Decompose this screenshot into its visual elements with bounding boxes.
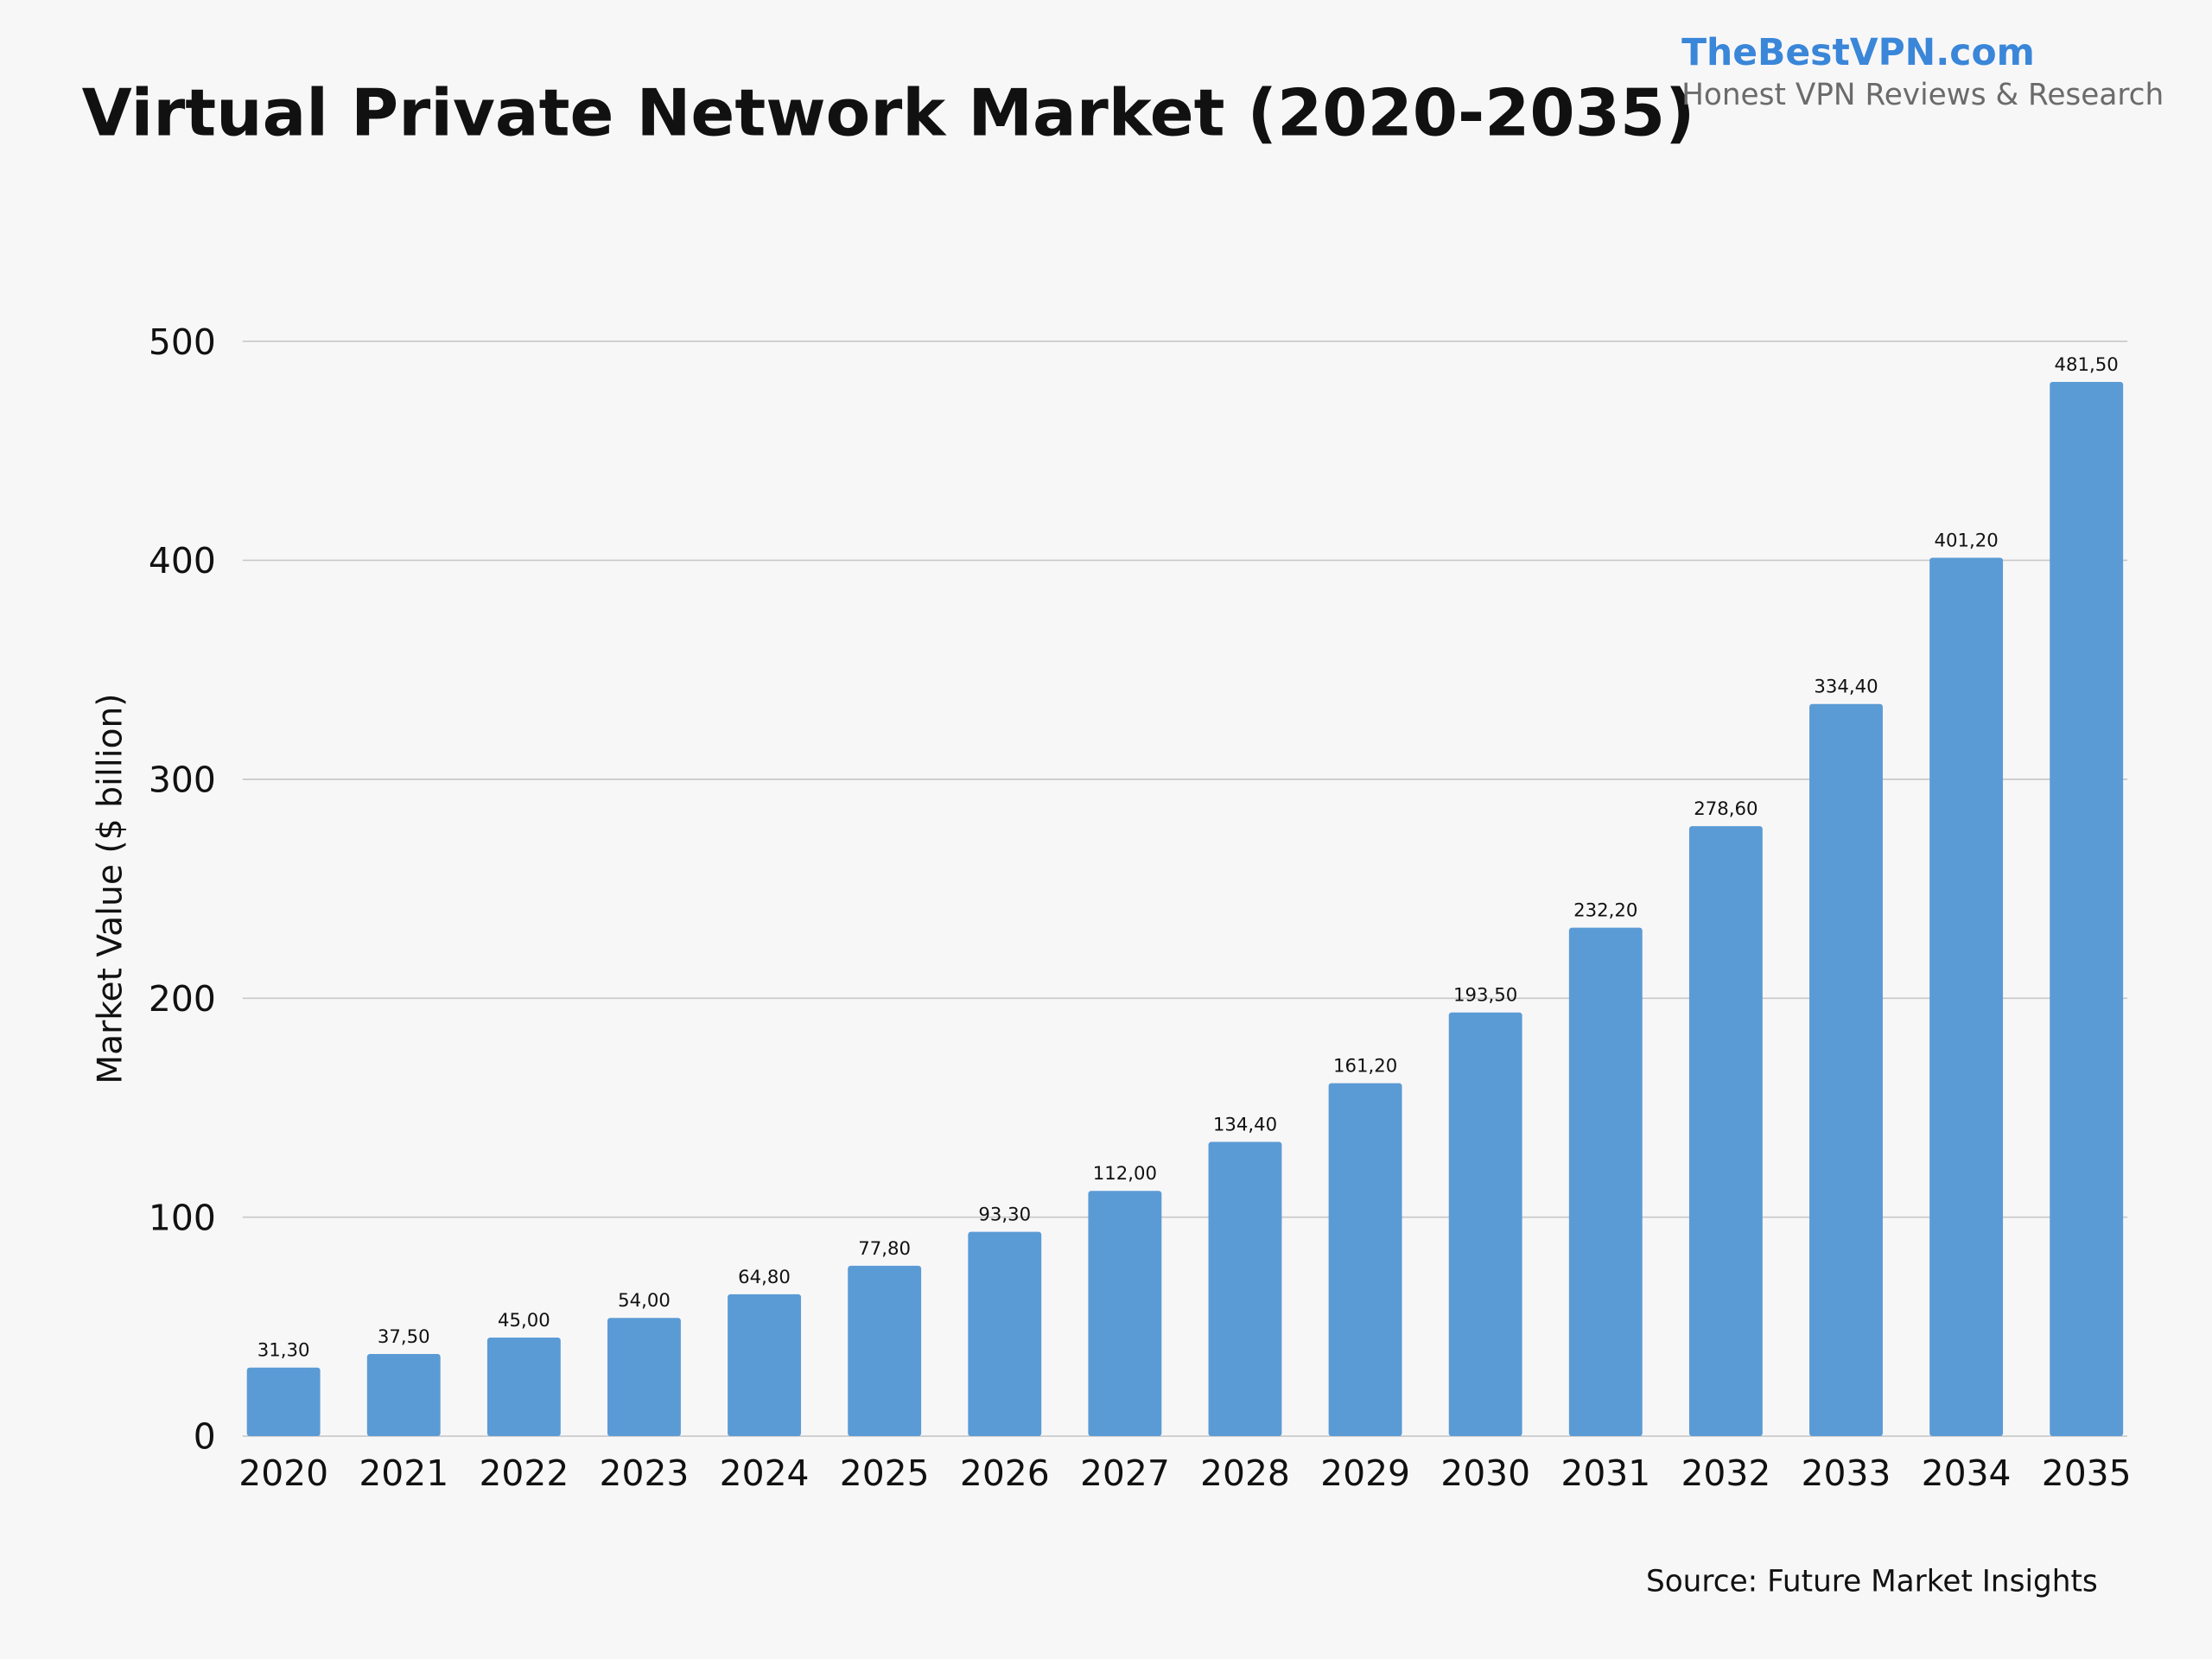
bar [1088, 1191, 1162, 1437]
bar [366, 1354, 441, 1437]
value-label: 401,20 [1934, 530, 1998, 551]
brand-tagline: Honest VPN Reviews & Research [1681, 78, 2164, 112]
y-tick-label: 400 [149, 540, 216, 582]
x-tick-label: 2027 [1080, 1452, 1170, 1494]
value-label: 481,50 [2055, 354, 2119, 376]
y-tick-label: 200 [149, 978, 216, 1020]
x-tick-label: 2031 [1560, 1452, 1650, 1494]
bar [486, 1338, 561, 1437]
bar [1688, 826, 1763, 1437]
x-tick-label: 2023 [600, 1452, 690, 1494]
bar [1328, 1083, 1402, 1437]
value-label: 232,20 [1573, 900, 1637, 922]
y-axis-label: Market Value ($ billion) [91, 693, 130, 1084]
x-tick-label: 2033 [1802, 1452, 1891, 1494]
y-tick-label: 300 [149, 760, 216, 801]
bar [728, 1294, 802, 1437]
x-tick-label: 2030 [1440, 1452, 1530, 1494]
x-tick-label: 2021 [359, 1452, 448, 1494]
x-tick-label: 2034 [1922, 1452, 2012, 1494]
x-tick-label: 2020 [238, 1452, 328, 1494]
value-label: 161,20 [1333, 1056, 1397, 1077]
bar [1208, 1141, 1282, 1437]
bar [1448, 1012, 1522, 1437]
value-label: 64,80 [738, 1267, 791, 1288]
value-label: 77,80 [858, 1238, 911, 1260]
y-tick-label: 100 [149, 1197, 216, 1238]
value-label: 93,30 [978, 1205, 1031, 1226]
bar [1568, 927, 1643, 1437]
bar [848, 1265, 922, 1437]
brand: TheBestVPN.com [1681, 32, 2035, 74]
bar [607, 1318, 681, 1437]
x-tick-label: 2035 [2042, 1452, 2132, 1494]
value-label: 31,30 [257, 1340, 310, 1362]
value-label: 45,00 [498, 1310, 550, 1332]
y-tick-label: 500 [149, 321, 216, 363]
chart-title: Virtual Private Network Market (2020-203… [82, 75, 1695, 151]
bar [1809, 703, 1883, 1437]
x-tick-label: 2032 [1681, 1452, 1770, 1494]
source: Source: Future Market Insights [1646, 1565, 2098, 1599]
value-label: 54,00 [618, 1290, 671, 1312]
value-label: 112,00 [1093, 1163, 1157, 1185]
value-label: 334,40 [1814, 677, 1878, 698]
x-tick-label: 2022 [479, 1452, 569, 1494]
value-label: 278,60 [1694, 798, 1758, 820]
bar [246, 1367, 321, 1437]
bar [1929, 557, 2004, 1437]
x-tick-label: 2025 [840, 1452, 930, 1494]
x-tick-label: 2026 [960, 1452, 1050, 1494]
x-tick-label: 2028 [1200, 1452, 1290, 1494]
bar [968, 1231, 1042, 1437]
bar [2050, 381, 2124, 1437]
value-label: 134,40 [1213, 1114, 1277, 1135]
y-tick-label: 0 [194, 1416, 216, 1458]
x-tick-label: 2029 [1320, 1452, 1410, 1494]
value-label: 193,50 [1453, 985, 1517, 1007]
x-tick-label: 2024 [720, 1452, 810, 1494]
value-label: 37,50 [378, 1326, 430, 1348]
